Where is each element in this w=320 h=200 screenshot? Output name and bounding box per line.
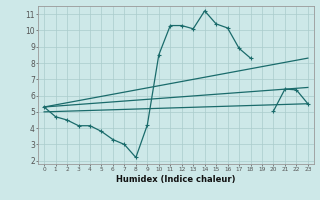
X-axis label: Humidex (Indice chaleur): Humidex (Indice chaleur) xyxy=(116,175,236,184)
